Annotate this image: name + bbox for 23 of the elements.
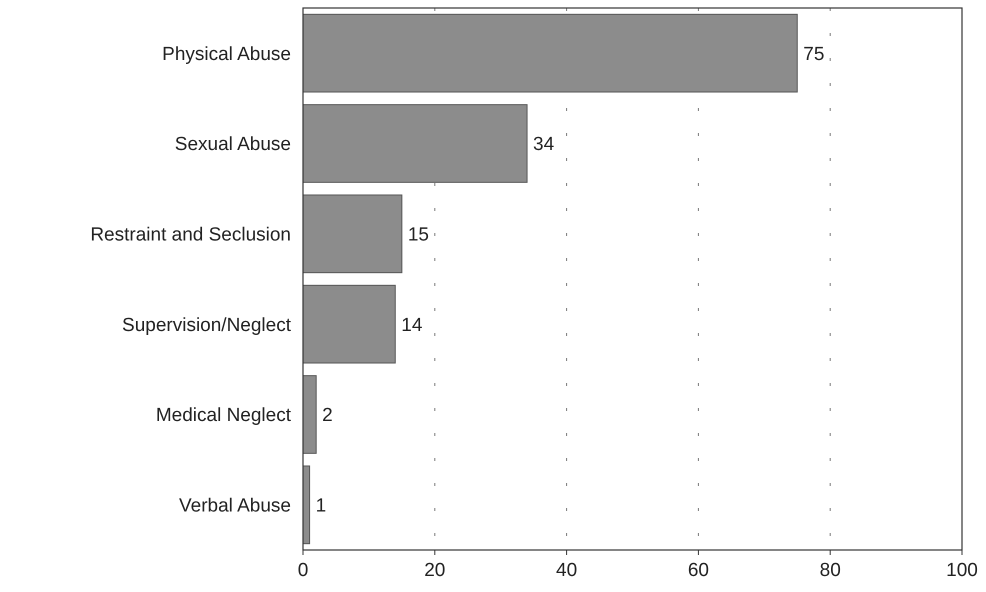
x-tick-label: 100 bbox=[946, 560, 978, 581]
y-tick-label: Medical Neglect bbox=[156, 405, 292, 426]
bar bbox=[302, 104, 528, 183]
y-tick-label: Physical Abuse bbox=[162, 44, 291, 65]
x-tick-label: 40 bbox=[556, 560, 578, 581]
y-tick-label: Restraint and Seclusion bbox=[90, 224, 291, 246]
y-tick-label: Verbal Abuse bbox=[179, 495, 291, 516]
data-label: 15 bbox=[408, 224, 429, 246]
data-label: 2 bbox=[322, 405, 333, 426]
bar bbox=[302, 14, 798, 93]
x-tick-label: 60 bbox=[688, 560, 709, 581]
data-label: 75 bbox=[803, 44, 824, 65]
x-tick-label: 20 bbox=[424, 560, 446, 581]
data-label: 1 bbox=[316, 495, 326, 516]
bar bbox=[302, 375, 317, 454]
y-tick-label: Sexual Abuse bbox=[174, 134, 291, 156]
data-label: 34 bbox=[533, 134, 555, 156]
x-tick-label: 80 bbox=[820, 560, 841, 581]
x-tick-label: 0 bbox=[298, 560, 308, 581]
bar bbox=[302, 194, 402, 274]
y-tick-label: Supervision/Neglect bbox=[122, 314, 292, 336]
bar bbox=[302, 284, 396, 364]
data-label: 14 bbox=[401, 314, 423, 336]
